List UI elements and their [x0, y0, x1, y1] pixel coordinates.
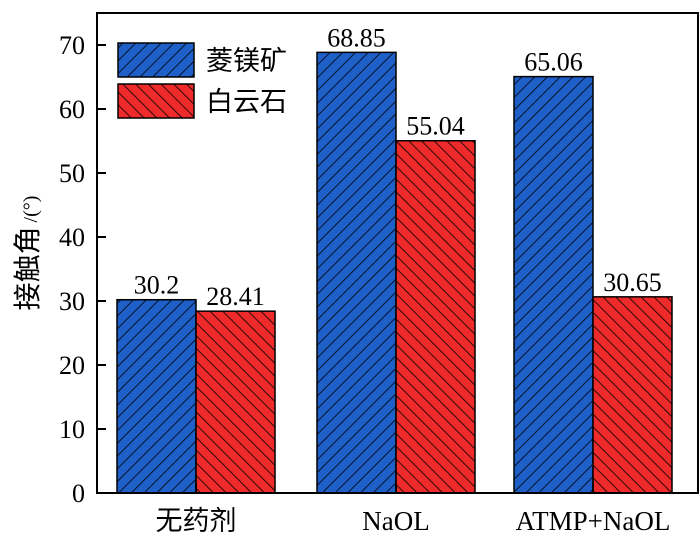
- legend-item-dolomite: 白云石: [117, 83, 287, 119]
- data-label-dolomite: 28.41: [206, 282, 265, 311]
- bar-magnesite-hatch: [116, 298, 197, 494]
- plot-frame: [96, 12, 699, 494]
- data-label-magnesite: 30.2: [134, 271, 180, 300]
- y-axis-title: 接触角: [11, 226, 44, 310]
- bar-dolomite-hatch: [195, 310, 276, 494]
- y-tick-label: 40: [59, 223, 85, 252]
- y-axis-ticks: 0 10 20 30 40 50 60 70: [59, 31, 106, 508]
- data-label-dolomite: 55.04: [406, 112, 465, 141]
- svg-text:接触角/(°): 接触角 /(°): [11, 196, 44, 311]
- x-category-label: NaOL: [362, 506, 429, 536]
- y-axis-label: 接触角 /(°): [11, 196, 44, 311]
- bar-magnesite-hatch: [316, 51, 397, 494]
- legend-item-magnesite: 菱镁矿: [117, 42, 287, 78]
- legend-label-dolomite: 白云石: [206, 87, 287, 118]
- bar-dolomite-hatch: [395, 139, 476, 494]
- data-label-magnesite: 68.85: [327, 23, 386, 52]
- bars: [116, 51, 673, 494]
- data-labels: 30.2 28.41 68.85 55.04 65.06 30.65: [134, 23, 662, 311]
- data-label-magnesite: 65.06: [524, 48, 583, 77]
- legend-label-magnesite: 菱镁矿: [206, 46, 287, 77]
- y-tick-label: 20: [59, 351, 85, 380]
- y-axis-unit: /(°): [20, 196, 42, 223]
- bar-dolomite-hatch: [592, 296, 673, 494]
- legend: 菱镁矿 白云石: [117, 42, 287, 119]
- x-category-label: 无药剂: [156, 506, 237, 536]
- data-label-dolomite: 30.65: [603, 268, 662, 297]
- y-tick-label: 60: [59, 95, 85, 124]
- y-tick-label: 30: [59, 287, 85, 316]
- y-tick-label: 50: [59, 159, 85, 188]
- y-tick-label: 10: [59, 415, 85, 444]
- legend-swatch-dolomite-hatch: [118, 84, 194, 118]
- y-tick-label: 70: [59, 31, 85, 60]
- legend-swatch-magnesite-hatch: [118, 43, 194, 77]
- x-axis-category-labels: 无药剂 NaOL ATMP+NaOL: [156, 484, 671, 536]
- bar-magnesite-hatch: [513, 75, 594, 494]
- x-category-label: ATMP+NaOL: [516, 506, 671, 536]
- y-tick-label: 0: [72, 479, 85, 508]
